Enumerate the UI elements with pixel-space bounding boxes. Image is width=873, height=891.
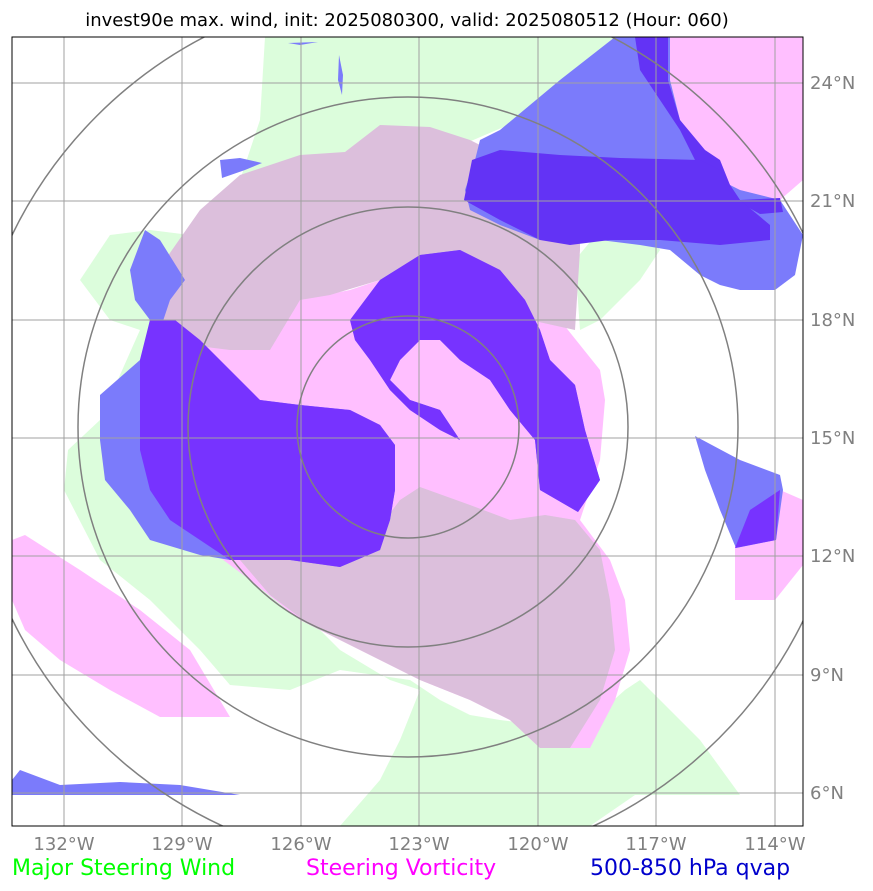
y-tick-label: 18°N bbox=[810, 310, 855, 331]
map-title: invest90e max. wind, init: 2025080300, v… bbox=[85, 10, 729, 31]
y-tick-label: 24°N bbox=[810, 73, 855, 94]
overlap-south bbox=[240, 487, 615, 748]
x-tick-label: 114°W bbox=[744, 834, 805, 855]
y-tick-label: 9°N bbox=[810, 665, 844, 686]
graticule bbox=[12, 37, 803, 826]
qvap-small-2 bbox=[338, 55, 343, 95]
dark-overlap-north bbox=[635, 37, 783, 214]
x-tick-label: 117°W bbox=[625, 834, 686, 855]
x-tick-label: 129°W bbox=[151, 834, 212, 855]
x-axis-ticks: 132°W 129°W 126°W 123°W 120°W 117°W 114°… bbox=[33, 834, 805, 855]
x-tick-label: 132°W bbox=[33, 834, 94, 855]
y-axis-ticks: 24°N 21°N 18°N 15°N 12°N 9°N 6°N bbox=[810, 73, 855, 804]
legend-qvap: 500-850 hPa qvap bbox=[590, 856, 790, 881]
legend: Major Steering Wind Steering Vorticity 5… bbox=[12, 856, 790, 881]
x-tick-label: 126°W bbox=[270, 834, 331, 855]
range-ring-9 bbox=[77, 96, 739, 758]
map-area bbox=[12, 37, 803, 826]
range-ring-3 bbox=[296, 315, 520, 539]
y-tick-label: 15°N bbox=[810, 428, 855, 449]
x-tick-label: 120°W bbox=[507, 834, 568, 855]
qvap-small-3 bbox=[288, 42, 318, 45]
x-tick-label: 123°W bbox=[388, 834, 449, 855]
qvap-south bbox=[12, 770, 240, 795]
vorticity-southwest bbox=[12, 535, 230, 717]
y-tick-label: 21°N bbox=[810, 191, 855, 212]
range-rings bbox=[12, 37, 803, 826]
dark-overlap-east-rim bbox=[464, 150, 770, 245]
y-tick-label: 6°N bbox=[810, 783, 844, 804]
dark-overlap-west bbox=[140, 320, 395, 567]
qvap-small-1 bbox=[220, 158, 262, 178]
legend-wind: Major Steering Wind bbox=[12, 856, 235, 881]
wind-region-east bbox=[575, 220, 660, 330]
dark-overlap-east bbox=[735, 490, 780, 548]
map-frame bbox=[11, 36, 804, 827]
range-ring-6 bbox=[187, 206, 629, 648]
legend-vorticity: Steering Vorticity bbox=[306, 856, 496, 881]
y-tick-label: 12°N bbox=[810, 546, 855, 567]
